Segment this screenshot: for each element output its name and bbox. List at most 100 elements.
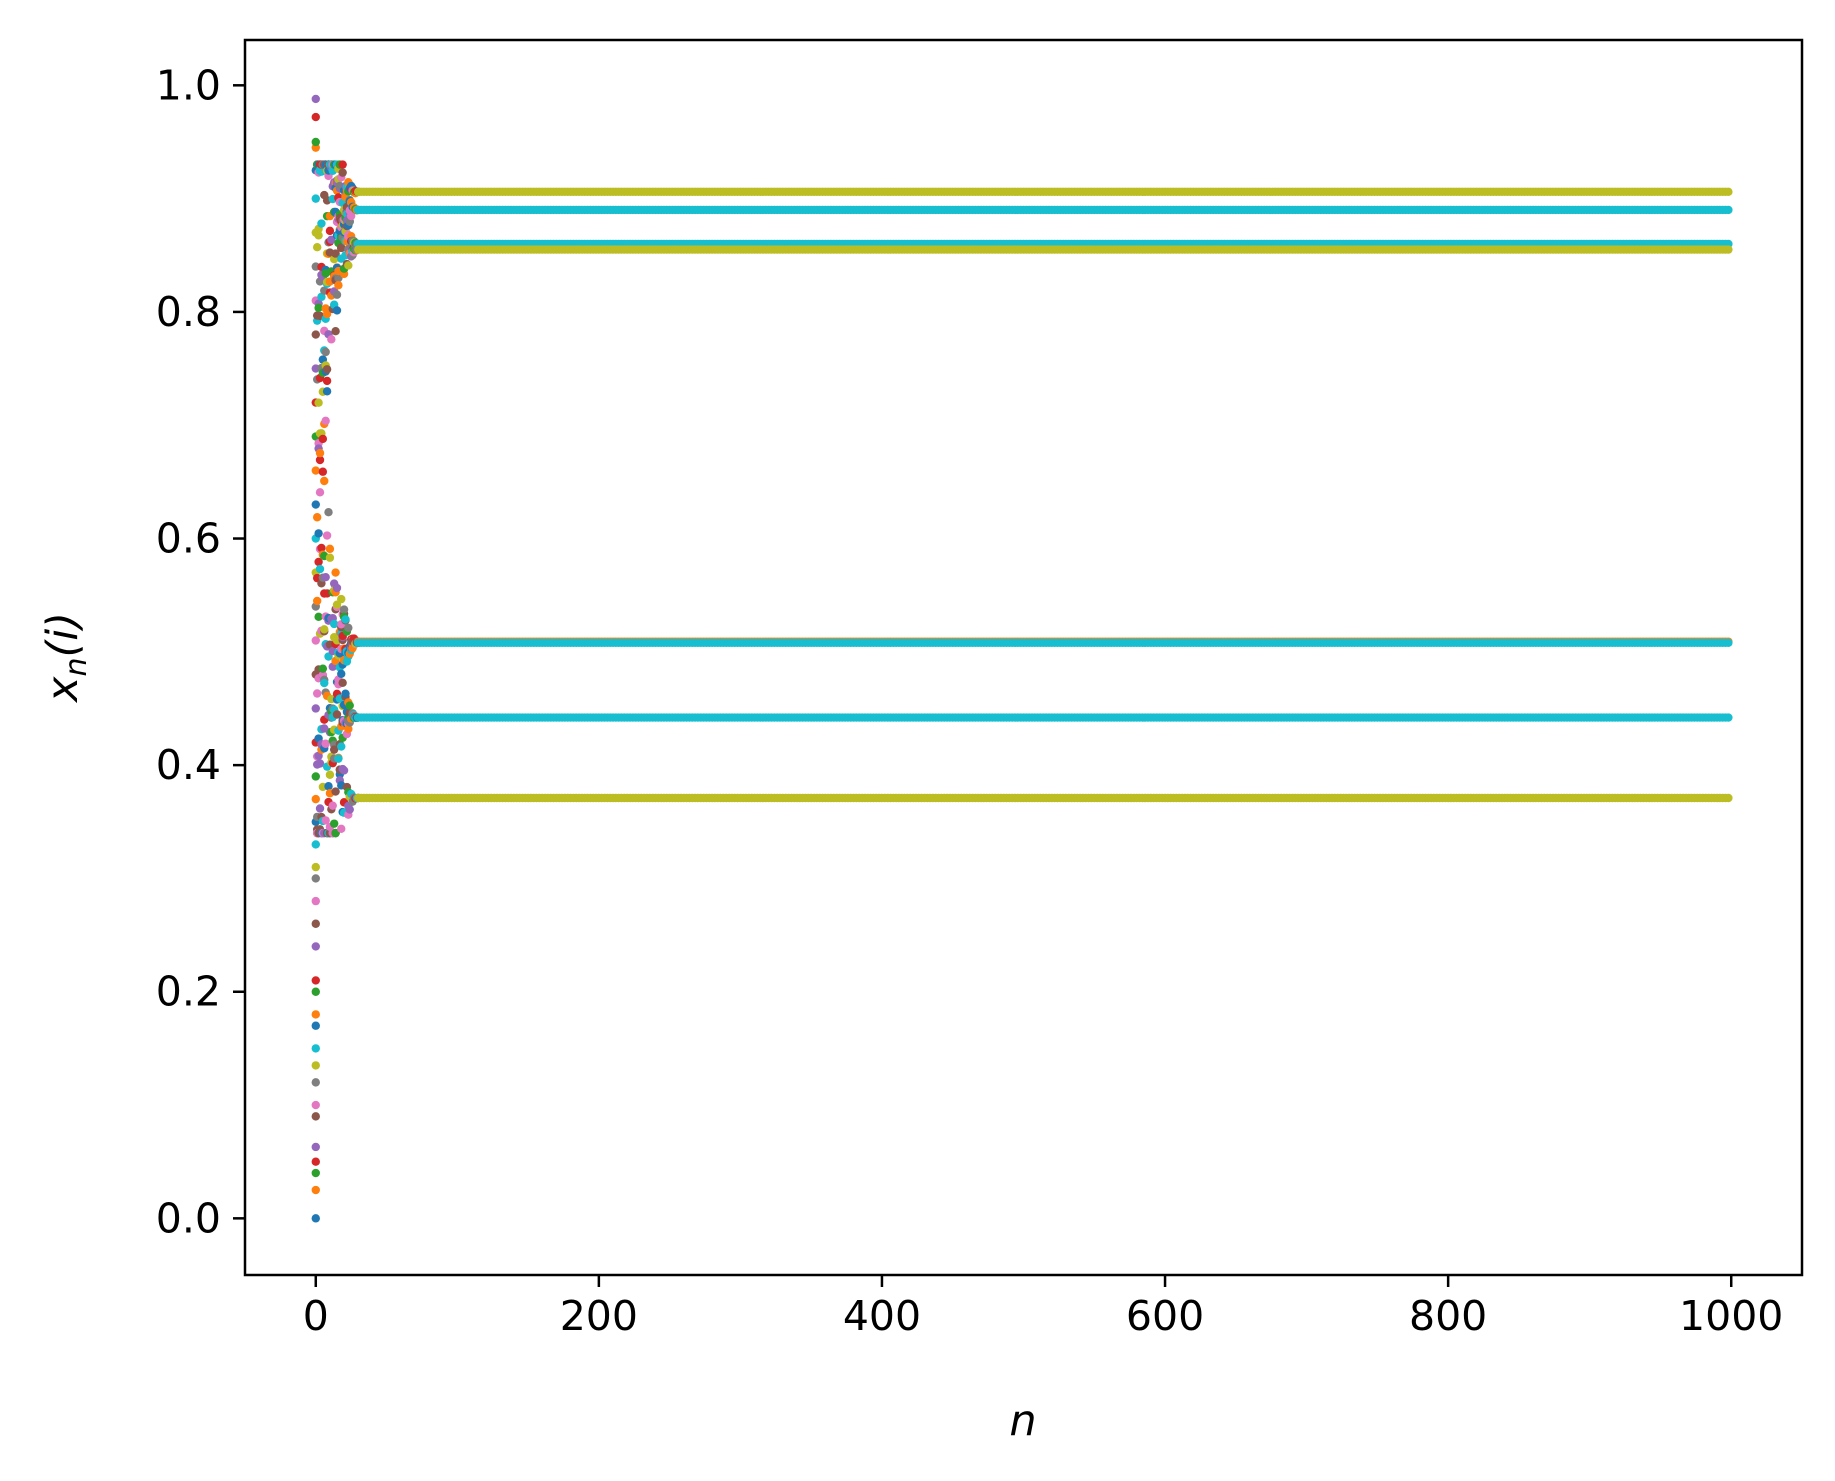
transient-point: [332, 306, 342, 315]
transient-point: [337, 824, 346, 834]
y-tick-label: 0.4: [156, 741, 221, 789]
initial-point: [311, 1157, 320, 1166]
y-tick-label: 0.8: [156, 288, 221, 336]
y-axis-label: xn(i): [38, 612, 94, 704]
transient-point: [320, 625, 329, 634]
transient-point: [334, 754, 343, 763]
transient-point: [344, 261, 353, 270]
transient-point: [321, 572, 330, 582]
transient-point: [332, 290, 342, 299]
initial-point: [311, 1214, 320, 1223]
transient-point: [312, 513, 322, 522]
initial-point: [311, 1021, 320, 1030]
transient-point: [344, 623, 353, 633]
transient-point: [321, 347, 330, 357]
initial-point: [311, 1061, 320, 1070]
transient-point: [324, 508, 333, 517]
transient-point: [328, 801, 337, 810]
initial-point: [311, 942, 320, 951]
transient-point: [338, 168, 347, 177]
transient-point: [325, 226, 335, 236]
transient-point: [341, 689, 350, 698]
initial-point: [311, 987, 320, 996]
initial-point: [311, 874, 320, 883]
transient-point: [331, 249, 340, 258]
y-axis-label-main: x: [38, 676, 88, 704]
transient-point: [315, 448, 325, 458]
y-tick-label: 0.6: [156, 515, 221, 563]
initial-point: [311, 500, 320, 509]
transient-point: [322, 531, 332, 540]
transient-point: [339, 766, 349, 775]
transient-point: [329, 819, 339, 828]
transient-point: [322, 387, 332, 396]
transient-point: [314, 529, 323, 538]
x-tick-label: 1000: [1679, 1292, 1783, 1340]
attractor-point: [1724, 205, 1733, 215]
transient-point: [314, 231, 323, 240]
initial-point: [311, 1185, 320, 1195]
x-tick-label: 600: [1126, 1292, 1204, 1340]
initial-point: [311, 840, 320, 849]
initial-point: [311, 919, 320, 928]
attractor-point: [1724, 713, 1733, 722]
transient-point: [324, 782, 333, 791]
transient-point: [325, 770, 335, 779]
transient-point: [346, 211, 356, 221]
transient-point: [331, 787, 340, 796]
x-tick-label: 800: [1409, 1292, 1487, 1340]
y-axis-ticks: 0.0 0.2 0.4 0.6 0.8 1.0: [156, 61, 245, 1242]
transient-point: [320, 476, 329, 486]
transient-point: [321, 739, 330, 748]
transient-point: [332, 583, 342, 593]
transient-point: [341, 615, 350, 624]
initial-point: [311, 636, 320, 645]
transient-point: [337, 243, 346, 253]
transient-point: [315, 488, 325, 497]
initial-point: [311, 1010, 320, 1019]
transient-point: [322, 376, 332, 386]
transient-point: [338, 678, 347, 688]
initial-point: [311, 137, 320, 147]
y-axis-label-rest: (i): [38, 612, 88, 658]
x-tick-label: 0: [303, 1292, 329, 1340]
initial-point: [311, 1044, 320, 1053]
initial-point: [311, 466, 320, 475]
x-tick-label: 400: [843, 1292, 921, 1340]
transient-point: [314, 557, 323, 567]
initial-point: [311, 112, 320, 122]
initial-point: [311, 704, 320, 713]
x-axis-label: n: [1009, 1396, 1036, 1446]
transient-point: [327, 335, 336, 344]
transient-point: [312, 596, 322, 606]
initial-point: [311, 862, 320, 872]
transient-point: [314, 398, 323, 407]
x-axis-ticks: 0 200 400 600 800 1000: [303, 1275, 1783, 1340]
transient-point: [322, 365, 332, 374]
transient-point: [314, 612, 323, 622]
plot-points: [311, 94, 1733, 1223]
initial-point: [311, 976, 320, 985]
transient-point: [337, 669, 346, 678]
transient-point: [325, 544, 335, 554]
transient-point: [317, 543, 326, 553]
attractor-point: [1724, 638, 1733, 647]
attractor-point: [1724, 245, 1733, 254]
y-axis-label-sub: n: [59, 658, 94, 677]
transient-point: [331, 326, 340, 336]
initial-point: [311, 330, 320, 339]
transient-point: [325, 553, 335, 562]
transient-point: [318, 434, 328, 444]
initial-point: [311, 1112, 320, 1121]
transient-point: [345, 805, 354, 814]
transient-point: [322, 309, 332, 319]
transient-point: [321, 816, 330, 825]
transient-point: [344, 724, 353, 734]
initial-point: [311, 794, 320, 804]
transient-point: [320, 678, 329, 688]
transient-point: [329, 745, 339, 754]
transient-point: [337, 594, 346, 604]
transient-point: [321, 416, 330, 426]
initial-point: [311, 1078, 320, 1087]
plot-frame: [243, 38, 1804, 1277]
